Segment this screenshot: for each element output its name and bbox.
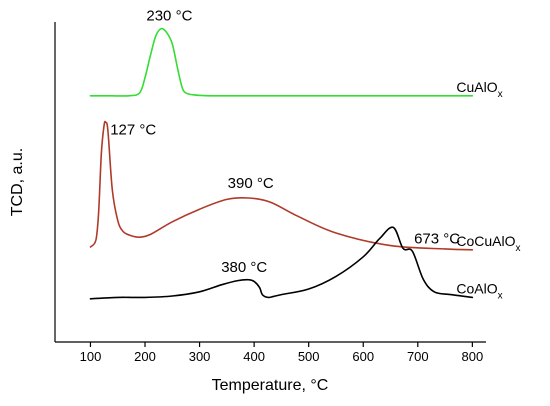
peak-annotation: 380 °C: [221, 259, 267, 276]
x-tick-label: 200: [134, 349, 156, 364]
axes: [54, 22, 486, 343]
series-label-cualox: CuAlOx: [456, 79, 502, 100]
x-tick-label: 700: [407, 349, 429, 364]
series-label-coalox: CoAlOx: [456, 280, 502, 301]
peak-annotations: 230 °C 127 °C 390 °C 380 °C 673 °C: [110, 8, 460, 276]
curve-coalox: [89, 226, 474, 300]
curve-cocualox: [89, 120, 474, 251]
x-tick-label: 100: [80, 349, 102, 364]
x-tick-label: 500: [298, 349, 320, 364]
x-tick-label: 300: [189, 349, 211, 364]
peak-annotation: 127 °C: [110, 121, 156, 138]
x-tick-label: 800: [462, 349, 484, 364]
series-label-cocualox: CoCuAlOx: [456, 233, 520, 254]
y-axis-title: TCD, a.u.: [9, 148, 26, 216]
x-tick-label: 400: [243, 349, 265, 364]
series-labels: CuAlOx CoCuAlOx CoAlOx: [456, 79, 520, 302]
peak-annotation: 230 °C: [146, 8, 192, 25]
peak-annotation: 673 °C: [414, 230, 460, 247]
series-curves: [89, 27, 474, 300]
x-axis-title: Temperature, °C: [212, 377, 329, 394]
peak-annotation: 390 °C: [228, 175, 274, 192]
x-tick-label: 600: [352, 349, 374, 364]
x-ticks: 100 200 300 400 500 600 700 800: [80, 342, 484, 364]
curve-cualox: [89, 27, 474, 97]
